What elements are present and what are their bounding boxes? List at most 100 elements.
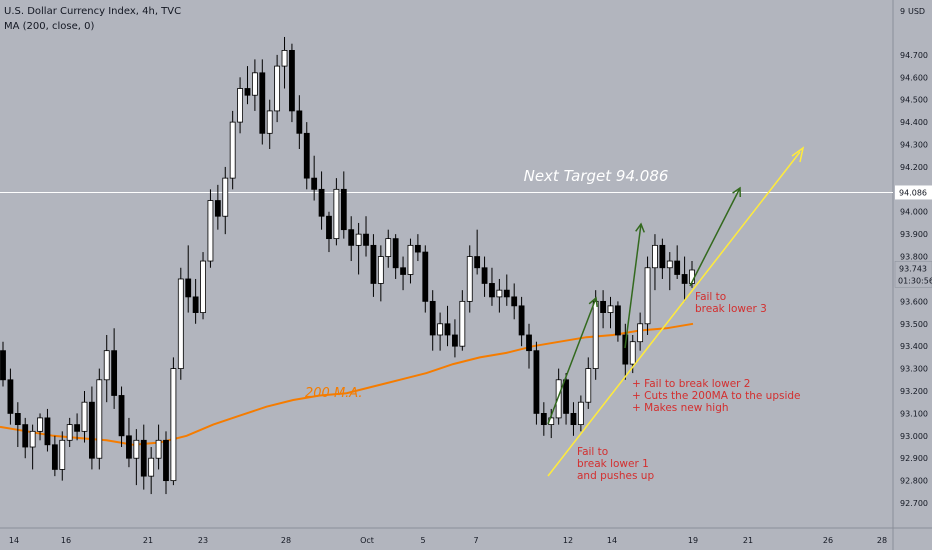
- x-tick-label: 21: [743, 536, 753, 545]
- y-tick-label: 93.300: [900, 365, 928, 374]
- x-tick-label: 26: [823, 536, 833, 545]
- candle-body: [392, 238, 399, 269]
- candle-body: [452, 334, 458, 347]
- y-tick-label: 93.800: [900, 253, 928, 262]
- y-tick-label: 93.900: [900, 230, 928, 239]
- projection-arrowhead: [635, 222, 645, 233]
- projection-arrowhead: [588, 296, 598, 308]
- candle-body: [355, 233, 362, 246]
- y-tick-label: 94.300: [900, 141, 928, 150]
- target-text[interactable]: Next Target 94.086: [524, 167, 669, 185]
- candle-body: [437, 323, 444, 336]
- annotation-line[interactable]: Fail to: [695, 291, 726, 303]
- candle-body: [540, 413, 547, 426]
- annotation-line[interactable]: Fail to: [577, 446, 608, 458]
- candle-body: [340, 188, 347, 231]
- candle-body: [496, 289, 503, 298]
- candle-body: [489, 283, 495, 298]
- currency-label[interactable]: USD: [908, 7, 925, 16]
- annotation-line[interactable]: and pushes up: [577, 470, 654, 482]
- x-tick-label: 21: [143, 536, 153, 545]
- trendline[interactable]: [547, 151, 801, 477]
- candle-body: [570, 413, 577, 426]
- annotation-line[interactable]: break lower 3: [695, 303, 767, 315]
- candle-body: [89, 401, 95, 459]
- y-tick-label: 93.400: [900, 342, 928, 351]
- candle-body: [474, 256, 481, 269]
- candle-body: [666, 260, 673, 269]
- target-price-label: 94.086: [899, 188, 927, 197]
- ma-label[interactable]: 200 M.A.: [305, 386, 363, 401]
- annotation-line[interactable]: + Fail to break lower 2: [632, 378, 750, 390]
- y-tick-label: 93.100: [900, 409, 928, 418]
- candle-body: [592, 300, 599, 369]
- candle-body: [207, 200, 214, 262]
- candle-body: [0, 350, 6, 381]
- candle-body: [414, 244, 421, 253]
- candle-body: [644, 267, 651, 325]
- candle-body: [266, 110, 273, 134]
- candle-body: [600, 300, 606, 313]
- candle-body: [96, 379, 103, 459]
- annotation-line[interactable]: + Cuts the 200MA to the upside: [632, 390, 801, 402]
- annotation-line[interactable]: + Makes new high: [632, 402, 729, 414]
- trendline-arrowhead: [791, 146, 805, 163]
- y-tick-label: 94.500: [900, 96, 928, 105]
- candle-body: [444, 323, 451, 336]
- candle-body: [422, 251, 429, 302]
- axis-top-label: 9: [900, 7, 905, 16]
- x-tick-label: 14: [607, 536, 617, 545]
- x-tick-label: 7: [473, 536, 478, 545]
- candle-body: [400, 267, 406, 275]
- candle-body: [59, 439, 66, 470]
- candle-body: [81, 401, 88, 432]
- candle-body: [311, 177, 318, 190]
- candle-body: [318, 188, 325, 217]
- candle-body: [681, 274, 688, 284]
- candle-body: [459, 300, 466, 347]
- projection-arrowhead: [732, 186, 742, 198]
- y-tick-label: 92.900: [900, 454, 928, 463]
- projection-arrow[interactable]: [547, 297, 597, 425]
- y-tick-label: 93.500: [900, 320, 928, 329]
- y-tick-label: 93.000: [900, 432, 928, 441]
- y-tick-label: 94.000: [900, 208, 928, 217]
- x-tick-label: 28: [281, 536, 291, 545]
- candle-body: [170, 368, 177, 482]
- candle-body: [577, 401, 584, 426]
- candle-body: [51, 444, 58, 470]
- candle-body: [200, 260, 206, 313]
- candle-body: [140, 439, 147, 477]
- projection-arrow[interactable]: [689, 187, 741, 287]
- projection-arrow[interactable]: [624, 223, 642, 349]
- candle-body: [229, 121, 236, 179]
- current-price-tag: [894, 261, 932, 288]
- y-tick-label: 94.600: [900, 73, 928, 82]
- candle-body: [363, 233, 369, 246]
- candle-body: [14, 413, 21, 426]
- indicator-label[interactable]: MA (200, close, 0): [4, 21, 95, 32]
- candle-body: [185, 278, 192, 298]
- annotation-line[interactable]: break lower 1: [577, 458, 649, 470]
- ma200-line[interactable]: [0, 322, 694, 446]
- candle-body: [163, 439, 169, 482]
- candle-body: [29, 430, 36, 448]
- candle-body: [326, 215, 332, 240]
- candle-body: [615, 305, 621, 336]
- candle-body: [377, 256, 384, 284]
- y-tick-label: 94.700: [900, 51, 928, 60]
- chart-title: U.S. Dollar Currency Index, 4h, TVC: [4, 6, 182, 17]
- candle-body: [481, 267, 488, 284]
- candle-body: [259, 72, 266, 134]
- candle-body: [7, 379, 14, 414]
- candle-body: [37, 417, 43, 432]
- x-tick-label: 28: [877, 536, 887, 545]
- candle-body: [555, 379, 562, 419]
- y-tick-label: 92.700: [900, 499, 928, 508]
- candle-body: [148, 457, 155, 477]
- x-tick-label: Oct: [360, 536, 374, 545]
- countdown-label: 01:30:56: [898, 276, 932, 285]
- candle-body: [652, 244, 658, 269]
- candle-body: [607, 305, 614, 313]
